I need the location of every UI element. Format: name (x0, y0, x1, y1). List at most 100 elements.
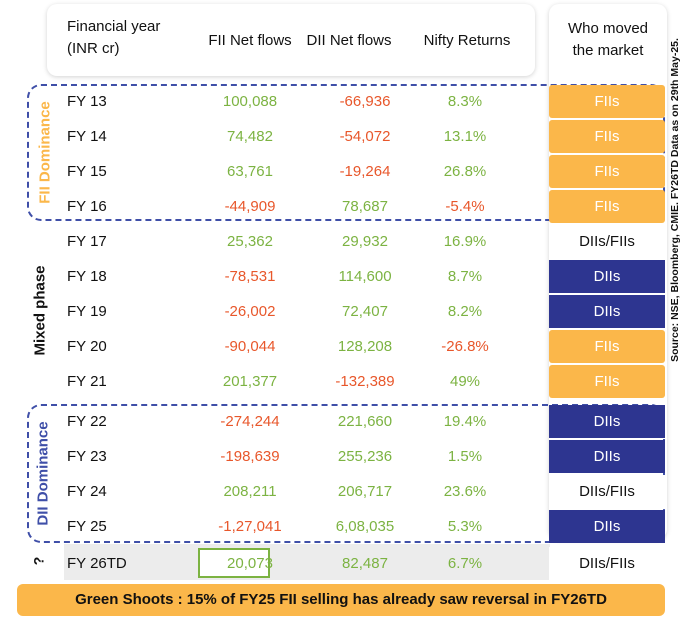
table-row: FY 16 -44,909 78,687 -5.4% FIIs (0, 189, 691, 224)
financial-year-header-line1: Financial year (67, 18, 161, 35)
who-moved-cell: DIIs/FIIs (549, 225, 665, 258)
dii-value-cell: -132,389 (335, 373, 395, 390)
year-cell: FY 25 (67, 518, 107, 535)
who-moved-cell: DIIs (549, 440, 665, 473)
table-row: FY 23 -198,639 255,236 1.5% DIIs (0, 439, 691, 474)
fii-value-cell: -90,044 (224, 338, 276, 355)
dii-value-cell: 78,687 (342, 198, 388, 215)
dii-value-cell: -54,072 (339, 128, 391, 145)
table-row: FY 25 -1,27,041 6,08,035 5.3% DIIs (0, 509, 691, 544)
source-note-text: Source: NSE, Bloomberg, CMIE. FY26TD Dat… (669, 38, 681, 362)
table-row: FY 19 -26,002 72,407 8.2% DIIs (0, 294, 691, 329)
nifty-returns-header: Nifty Returns (423, 32, 511, 49)
year-cell: FY 13 (67, 93, 107, 110)
fii-value-cell: 20,073 (227, 555, 273, 572)
year-cell: FY 19 (67, 303, 107, 320)
year-cell: FY 17 (67, 233, 107, 250)
year-cell: FY 18 (67, 268, 107, 285)
year-cell: FY 20 (67, 338, 107, 355)
who-moved-header: Who moved the market (549, 18, 667, 62)
table-row: FY 15 63,761 -19,264 26.8% FIIs (0, 154, 691, 189)
table-row: FY 14 74,482 -54,072 13.1% FIIs (0, 119, 691, 154)
table-row: FY 26TD 20,073 82,487 6.7% DIIs/FIIs (0, 546, 691, 581)
nifty-value-cell: 16.9% (443, 233, 487, 250)
fii-value-cell: -44,909 (224, 198, 276, 215)
group-label-fii-dominance: FII Dominance (36, 101, 54, 204)
dii-value-cell: 255,236 (337, 448, 393, 465)
nifty-value-cell: 8.2% (447, 303, 483, 320)
group-label-unknown: ? (30, 556, 47, 566)
who-moved-cell: FIIs (549, 365, 665, 398)
who-moved-cell: DIIs (549, 295, 665, 328)
fii-value-cell: -78,531 (224, 268, 276, 285)
who-moved-cell: FIIs (549, 190, 665, 223)
who-moved-cell: DIIs (549, 510, 665, 543)
fii-net-flows-header: FII Net flows (208, 32, 292, 49)
group-label-mixed-phase: Mixed phase (31, 265, 49, 356)
fii-value-cell: -26,002 (224, 303, 276, 320)
year-cell: FY 23 (67, 448, 107, 465)
fii-value-cell: -198,639 (220, 448, 280, 465)
nifty-value-cell: -26.8% (441, 338, 489, 355)
fii-value-cell: -274,244 (220, 413, 280, 430)
nifty-value-cell: 13.1% (443, 128, 487, 145)
who-moved-cell: FIIs (549, 330, 665, 363)
dii-dominance-border (27, 404, 665, 543)
year-cell: FY 21 (67, 373, 107, 390)
nifty-value-cell: 49% (449, 373, 481, 390)
fii-value-cell: -1,27,041 (218, 518, 282, 535)
fy26-row-band (64, 544, 550, 580)
group-label-dii-dominance: DII Dominance (34, 421, 52, 526)
dii-value-cell: -66,936 (339, 93, 391, 110)
year-cell: FY 15 (67, 163, 107, 180)
table-row: FY 17 25,362 29,932 16.9% DIIs/FIIs (0, 224, 691, 259)
year-cell: FY 14 (67, 128, 107, 145)
year-cell: FY 22 (67, 413, 107, 430)
fy26-fii-highlight-box (198, 548, 270, 578)
nifty-value-cell: 8.3% (447, 93, 483, 110)
year-cell: FY 16 (67, 198, 107, 215)
financial-year-header: Financial year (INR cr) (67, 16, 160, 60)
who-moved-cell: DIIs (549, 260, 665, 293)
dii-value-cell: 82,487 (342, 555, 388, 572)
dii-value-cell: 6,08,035 (335, 518, 395, 535)
dii-value-cell: 114,600 (338, 268, 392, 285)
fii-value-cell: 63,761 (227, 163, 273, 180)
year-cell: FY 26TD (67, 555, 127, 572)
table-row: FY 24 208,211 206,717 23.6% DIIs/FIIs (0, 474, 691, 509)
who-moved-cell: FIIs (549, 85, 665, 118)
nifty-value-cell: 26.8% (443, 163, 487, 180)
who-moved-cell: FIIs (549, 155, 665, 188)
nifty-value-cell: 8.7% (447, 268, 483, 285)
header-panel (47, 4, 535, 76)
dii-net-flows-header: DII Net flows (306, 32, 392, 49)
dii-value-cell: 29,932 (342, 233, 388, 250)
fii-value-cell: 25,362 (227, 233, 273, 250)
nifty-value-cell: 23.6% (443, 483, 487, 500)
fii-dominance-border (27, 84, 665, 221)
nifty-value-cell: 5.3% (447, 518, 483, 535)
table-row: FY 13 100,088 -66,936 8.3% FIIs (0, 84, 691, 119)
who-moved-header-line2: the market (572, 42, 644, 59)
nifty-value-cell: 1.5% (447, 448, 483, 465)
dii-value-cell: 206,717 (337, 483, 393, 500)
who-moved-header-line1: Who moved (567, 20, 649, 37)
financial-year-header-line2: (INR cr) (67, 40, 120, 57)
dii-value-cell: -19,264 (339, 163, 391, 180)
nifty-value-cell: 19.4% (443, 413, 487, 430)
table-row: FY 22 -274,244 221,660 19.4% DIIs (0, 404, 691, 439)
footer-note: Green Shoots : 15% of FY25 FII selling h… (17, 584, 665, 616)
table-row: FY 20 -90,044 128,208 -26.8% FIIs (0, 329, 691, 364)
table-row: FY 18 -78,531 114,600 8.7% DIIs (0, 259, 691, 294)
nifty-value-cell: 6.7% (447, 555, 483, 572)
fii-value-cell: 74,482 (227, 128, 273, 145)
who-moved-cell: DIIs/FIIs (549, 475, 665, 508)
dii-value-cell: 221,660 (337, 413, 393, 430)
who-moved-cell: FIIs (549, 120, 665, 153)
who-moved-cell: DIIs/FIIs (549, 547, 665, 580)
fii-value-cell: 201,377 (222, 373, 278, 390)
fii-value-cell: 100,088 (222, 93, 278, 110)
table-row: FY 21 201,377 -132,389 49% FIIs (0, 364, 691, 399)
nifty-value-cell: -5.4% (445, 198, 485, 215)
year-cell: FY 24 (67, 483, 107, 500)
